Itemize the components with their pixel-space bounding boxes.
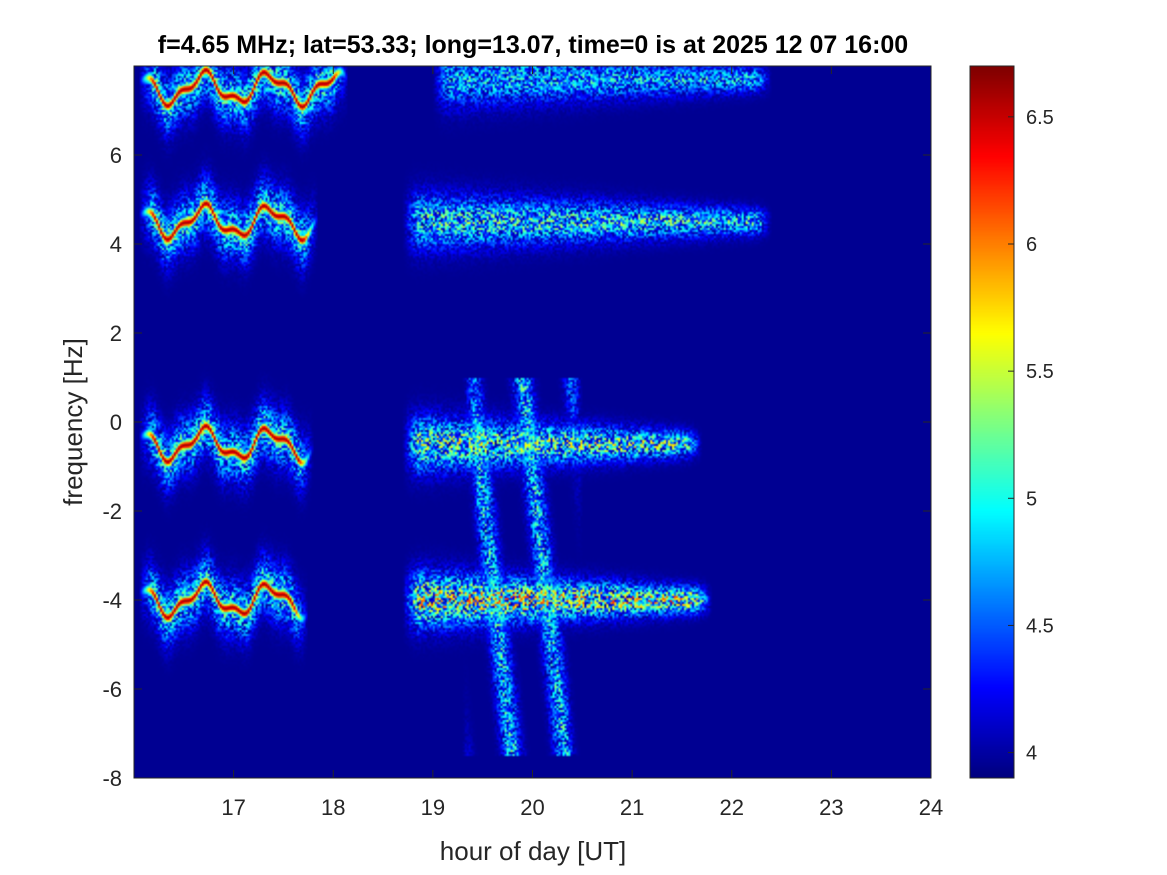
x-tick-label: 18 <box>321 795 345 820</box>
x-tick-label: 20 <box>520 795 544 820</box>
y-tick-label: -8 <box>102 766 122 791</box>
y-tick-label: -6 <box>102 677 122 702</box>
x-tick-label: 22 <box>720 795 744 820</box>
x-tick-label: 23 <box>819 795 843 820</box>
y-tick-label: 2 <box>110 321 122 346</box>
colorbar-axis: 4 4.5 5 5.5 6 6.5 <box>1008 107 1054 765</box>
y-tick-label: -2 <box>102 499 122 524</box>
colorbar-tick-label: 5 <box>1026 488 1037 510</box>
x-axis: 17 18 19 20 21 22 23 24 <box>221 66 943 820</box>
colorbar-tick-label: 4.5 <box>1026 615 1054 637</box>
spectrogram-heatmap <box>134 66 931 778</box>
y-tick-label: 0 <box>110 410 122 435</box>
x-tick-label: 17 <box>221 795 245 820</box>
x-tick-label: 19 <box>421 795 445 820</box>
colorbar-frame <box>969 65 1015 779</box>
y-axis: -8 -6 -4 -2 0 2 4 6 <box>102 143 931 791</box>
x-tick-label: 24 <box>919 795 943 820</box>
colorbar-tick-label: 6.5 <box>1026 107 1054 129</box>
colorbar-tick-label: 4 <box>1026 743 1037 765</box>
colorbar-tick-label: 6 <box>1026 234 1037 256</box>
colorbar-tick-label: 5.5 <box>1026 361 1054 383</box>
y-tick-label: 6 <box>110 143 122 168</box>
x-axis-title: hour of day [UT] <box>440 836 626 866</box>
y-axis-title: frequency [Hz] <box>58 338 88 506</box>
chart-title: f=4.65 MHz; lat=53.33; long=13.07, time=… <box>158 31 908 59</box>
y-tick-label: 4 <box>110 232 122 257</box>
colorbar-gradient <box>970 66 1014 778</box>
y-tick-label: -4 <box>102 588 122 613</box>
x-tick-label: 21 <box>620 795 644 820</box>
